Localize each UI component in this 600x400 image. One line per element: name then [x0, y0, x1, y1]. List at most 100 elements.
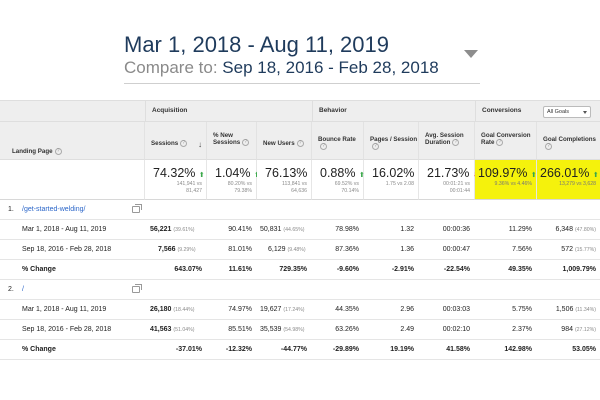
new-users-value: 19,627 — [260, 306, 282, 313]
bounce-rate-change: -9.60% — [336, 266, 359, 273]
goal-completions-value: 572 — [561, 246, 573, 253]
bounce-rate-value: 63.26% — [335, 326, 359, 333]
pages-session-change: -2.91% — [391, 266, 414, 273]
total-new-sessions-compare: 80.20% vs 79.38% — [227, 181, 252, 194]
new-users-pct: (17.24%) — [283, 307, 305, 313]
sessions-pct: (51.04%) — [173, 327, 195, 333]
new-sessions-change: 11.61% — [228, 266, 252, 273]
row-label: Mar 1, 2018 - Aug 11, 2019 — [22, 226, 107, 233]
row-label: % Change — [22, 266, 56, 273]
totals-blank — [0, 160, 145, 200]
date-range-dropdown-icon[interactable] — [464, 50, 478, 58]
help-icon[interactable]: ? — [545, 143, 552, 150]
goal-completions-pct: (27.12%) — [574, 327, 596, 333]
up-arrow-icon: ⬆ — [198, 172, 205, 179]
col-new-sessions-label: % New Sessions — [213, 132, 241, 147]
sessions-value: 26,180 — [150, 306, 172, 313]
compare-value: Sep 18, 2016 - Feb 28, 2018 — [222, 58, 439, 77]
page-index: 1. — [8, 206, 14, 213]
group-header-acquisition: Acquisition — [145, 100, 312, 122]
help-icon[interactable]: ? — [180, 140, 188, 147]
col-pages-session-label: Pages / Session — [370, 136, 418, 143]
avg-duration-value: 00:02:10 — [442, 326, 470, 333]
total-goal-conv-rate-value: 109.97% — [478, 166, 528, 180]
bounce-rate-value: 78.98% — [335, 226, 359, 233]
help-icon[interactable]: ? — [452, 139, 460, 146]
sessions-value: 56,221 — [150, 226, 172, 233]
compare-label: Compare to: — [124, 58, 218, 77]
sessions-pct: (18.44%) — [173, 307, 195, 313]
col-goal-conv-rate[interactable]: Goal Conversion Rate? — [475, 122, 537, 160]
open-page-icon[interactable] — [132, 284, 142, 293]
help-icon[interactable]: ? — [242, 139, 250, 146]
new-users-value: 50,831 — [260, 226, 282, 233]
avg-duration-change: -22.54% — [443, 266, 470, 273]
bounce-rate-value: 44.35% — [335, 306, 359, 313]
goal-completions-change: 53.05% — [572, 346, 596, 353]
sort-desc-icon[interactable]: ↓ — [198, 140, 202, 149]
new-sessions-change: -12.32% — [225, 346, 252, 353]
new-users-change: -44.77% — [280, 346, 307, 353]
page-path-link[interactable]: /get-started-welding/ — [22, 206, 86, 213]
total-avg-duration-compare: 00:01:21 vs 00:01:44 — [443, 181, 470, 194]
goal-completions-value: 984 — [561, 326, 573, 333]
new-users-change: 729.35% — [279, 266, 307, 273]
bounce-rate-change: -29.89% — [332, 346, 359, 353]
open-page-icon[interactable] — [132, 204, 142, 213]
page-index: 2. — [8, 286, 14, 293]
sessions-pct: (39.61%) — [173, 227, 195, 233]
table-row: Mar 1, 2018 - Aug 11, 2019 56,221 (39.61… — [0, 220, 600, 240]
new-sessions-value: 74.97% — [228, 306, 252, 313]
row-label: Mar 1, 2018 - Aug 11, 2019 — [22, 306, 107, 313]
sessions-value: 41,563 — [150, 326, 172, 333]
goal-conv-rate-change: 142.98% — [504, 346, 532, 353]
up-arrow-icon: ⬆ — [530, 172, 537, 179]
total-pages-session-compare: 1.75 vs 2.08 — [385, 181, 414, 187]
col-landing-page-label: Landing Page — [12, 148, 53, 156]
total-goal-conv-rate: 109.97% ⬆ 9.36% vs 4.46% — [475, 160, 537, 200]
sessions-pct: (9.29%) — [177, 247, 196, 253]
table-row: Mar 1, 2018 - Aug 11, 2019 26,180 (18.44… — [0, 300, 600, 320]
pages-session-value: 2.96 — [400, 306, 414, 313]
total-pages-session: 16.02% ⬇ 1.75 vs 2.08 — [364, 160, 424, 200]
help-icon[interactable]: ? — [496, 139, 504, 146]
chevron-down-icon — [583, 111, 587, 114]
report-table: Acquisition Behavior Conversions All Goa… — [0, 100, 600, 400]
col-sessions[interactable]: Sessions? ↓ — [145, 122, 207, 160]
col-landing-page[interactable]: Landing Page? — [0, 122, 145, 160]
behavior-label: Behavior — [319, 107, 347, 114]
goals-select[interactable]: All Goals — [543, 106, 591, 118]
page-row: 2. / — [0, 280, 600, 300]
total-goal-completions: 266.01% ⬆ 13,279 vs 3,628 — [537, 160, 600, 200]
help-icon[interactable]: ? — [372, 143, 379, 150]
sessions-change: -37.01% — [175, 346, 202, 353]
new-sessions-value: 90.41% — [228, 226, 252, 233]
goal-conv-rate-value: 11.29% — [508, 226, 532, 233]
col-new-users[interactable]: New Users? — [257, 122, 312, 160]
goals-select-value: All Goals — [547, 109, 570, 115]
col-bounce-rate[interactable]: Bounce Rate? — [312, 122, 364, 160]
total-new-sessions-value: 1.04% — [215, 166, 251, 180]
goal-conv-rate-value: 5.75% — [512, 306, 532, 313]
date-range-header[interactable]: Mar 1, 2018 - Aug 11, 2019 Compare to: S… — [124, 32, 480, 84]
col-goal-completions[interactable]: Goal Completions? — [537, 122, 600, 160]
total-bounce-rate-value: 0.88% — [320, 166, 356, 180]
goal-completions-change: 1,009.79% — [562, 266, 596, 273]
total-pages-session-value: 16.02% — [372, 166, 415, 180]
page-path-link[interactable]: / — [22, 286, 24, 293]
total-sessions: 74.32% ⬆ 141,941 vs 81,427 — [145, 160, 207, 200]
row-label: % Change — [22, 346, 56, 353]
help-icon[interactable]: ? — [54, 148, 62, 155]
help-icon[interactable]: ? — [296, 140, 304, 147]
row-label: Sep 18, 2016 - Feb 28, 2018 — [22, 246, 112, 253]
col-new-sessions[interactable]: % New Sessions? — [207, 122, 257, 160]
table-row: % Change 643.07% 11.61% 729.35% -9.60% -… — [0, 260, 600, 280]
table-row: % Change -37.01% -12.32% -44.77% -29.89%… — [0, 340, 600, 360]
col-pages-session[interactable]: Pages / Session? — [364, 122, 419, 160]
new-users-value: 35,539 — [260, 326, 282, 333]
help-icon[interactable]: ? — [320, 143, 327, 150]
goal-completions-value: 1,506 — [555, 306, 574, 313]
pages-session-value: 1.32 — [400, 226, 414, 233]
col-avg-duration[interactable]: Avg. Session Duration? — [419, 122, 475, 160]
page-row: 1. /get-started-welding/ — [0, 200, 600, 220]
